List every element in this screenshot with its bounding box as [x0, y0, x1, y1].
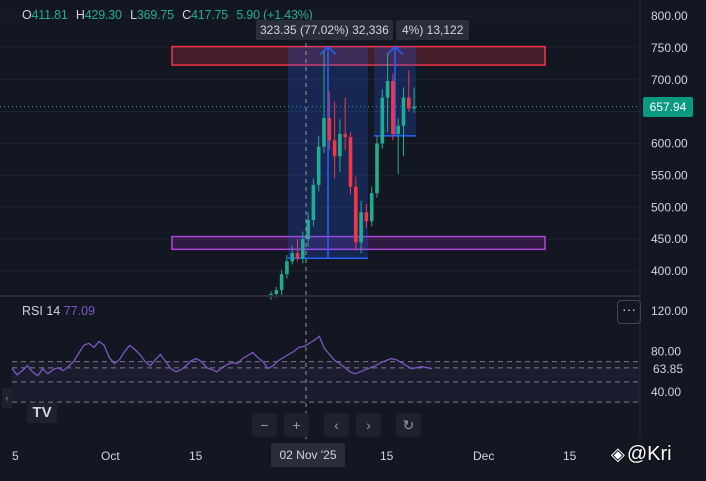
close-key: C — [182, 8, 191, 22]
open-value: 411.81 — [31, 8, 68, 22]
candle-body — [401, 97, 406, 126]
low-value: 369.75 — [136, 8, 174, 22]
scroll-forward-button[interactable]: › — [356, 413, 381, 437]
y-tick-label: 750.00 — [651, 41, 688, 55]
rsi-value: 77.09 — [63, 304, 95, 318]
candle-body — [407, 97, 411, 109]
candle-body — [285, 261, 289, 275]
rsi-layer — [11, 335, 640, 403]
rsi-legend: RSI 14 77.09 — [22, 304, 95, 318]
tradingview-logo-icon[interactable]: TV — [27, 403, 57, 423]
measure-label-1[interactable]: 323.35 (77.02%) 32,336 — [256, 20, 393, 40]
candle-body — [343, 133, 347, 138]
chart-nav-bar: − + ‹ › ↻ — [252, 413, 421, 437]
rsi-line — [11, 335, 433, 377]
candle-body — [354, 186, 358, 243]
open-key: O — [22, 8, 32, 22]
y-tick-label: 400.00 — [651, 264, 688, 278]
y-tick-label: 450.00 — [651, 232, 688, 246]
candle-body — [380, 97, 385, 144]
candle-body — [338, 133, 342, 157]
rsi-tick-label: 120.00 — [651, 304, 688, 318]
y-axis: 800.00750.00700.00650.00600.00550.00500.… — [651, 9, 688, 399]
candle-body — [279, 274, 284, 291]
candle-body — [327, 118, 332, 141]
candle-body — [391, 81, 395, 134]
high-value: 429.30 — [84, 8, 122, 22]
y-tick-label: 550.00 — [651, 168, 688, 182]
x-tick-label: Oct — [101, 449, 120, 463]
close-value: 417.75 — [191, 8, 229, 22]
x-tick-label: 15 — [563, 449, 577, 463]
y-tick-label: 700.00 — [651, 73, 688, 87]
candle-body — [322, 118, 326, 147]
y-tick-label: 800.00 — [651, 9, 688, 23]
low-key: L — [130, 8, 137, 22]
candle-body — [385, 81, 390, 98]
change-value: 5.90 (+1.43%) — [236, 8, 313, 22]
candle-body — [348, 137, 353, 187]
crosshair-date-tag: 02 Nov '25 — [271, 443, 345, 467]
measure-arrowhead-1 — [319, 45, 337, 56]
more-options-button[interactable]: ··· — [617, 300, 641, 324]
rsi-value-tag: 63.85 — [643, 360, 693, 378]
candle-body — [295, 253, 300, 259]
candles-layer — [269, 51, 416, 300]
measure-arrowhead-2 — [386, 45, 404, 56]
candle-body — [274, 290, 279, 294]
support-zone — [171, 235, 546, 251]
candle-body — [332, 140, 337, 157]
candle-body — [359, 212, 363, 243]
measure-label-2[interactable]: 4%) 13,122 — [396, 20, 470, 40]
candle-body — [396, 125, 400, 134]
candle-body — [290, 253, 294, 262]
binance-logo-icon: ◈ — [611, 444, 625, 464]
reset-chart-button[interactable]: ↻ — [396, 413, 421, 437]
zones-layer — [0, 45, 640, 251]
candle-body — [375, 143, 379, 194]
scroll-back-button[interactable]: ‹ — [324, 413, 349, 437]
high-key: H — [75, 8, 85, 22]
candle-body — [316, 146, 321, 185]
watermark: ◈ @Kri — [611, 443, 672, 466]
rsi-name: RSI — [22, 304, 43, 318]
x-tick-label: 5 — [12, 449, 19, 463]
x-tick-label: Dec — [473, 449, 495, 463]
ohlc-legend: O411.81 H429.30 L369.75 C417.75 5.90 (+1… — [22, 8, 318, 22]
candle-body — [412, 106, 416, 109]
x-tick-label: 15 — [380, 449, 394, 463]
candle-body — [311, 184, 316, 220]
zoom-out-button[interactable]: − — [252, 413, 277, 437]
rsi-tick-label: 40.00 — [651, 385, 681, 399]
y-tick-label: 600.00 — [651, 137, 688, 151]
rsi-period: 14 — [46, 304, 61, 318]
candle-body — [306, 220, 310, 240]
y-tick-label: 500.00 — [651, 200, 688, 214]
watermark-text: @Kri — [626, 443, 672, 465]
collapse-panel-icon[interactable]: ‹ — [2, 388, 12, 408]
resistance-zone — [171, 45, 546, 66]
candle-body — [301, 239, 305, 259]
x-tick-label: 15 — [189, 449, 203, 463]
current-price-tag: 657.94 — [643, 97, 693, 117]
rsi-tick-label: 80.00 — [651, 345, 681, 359]
candle-body — [364, 212, 369, 222]
candle-body — [369, 193, 374, 222]
zoom-in-button[interactable]: + — [284, 413, 309, 437]
